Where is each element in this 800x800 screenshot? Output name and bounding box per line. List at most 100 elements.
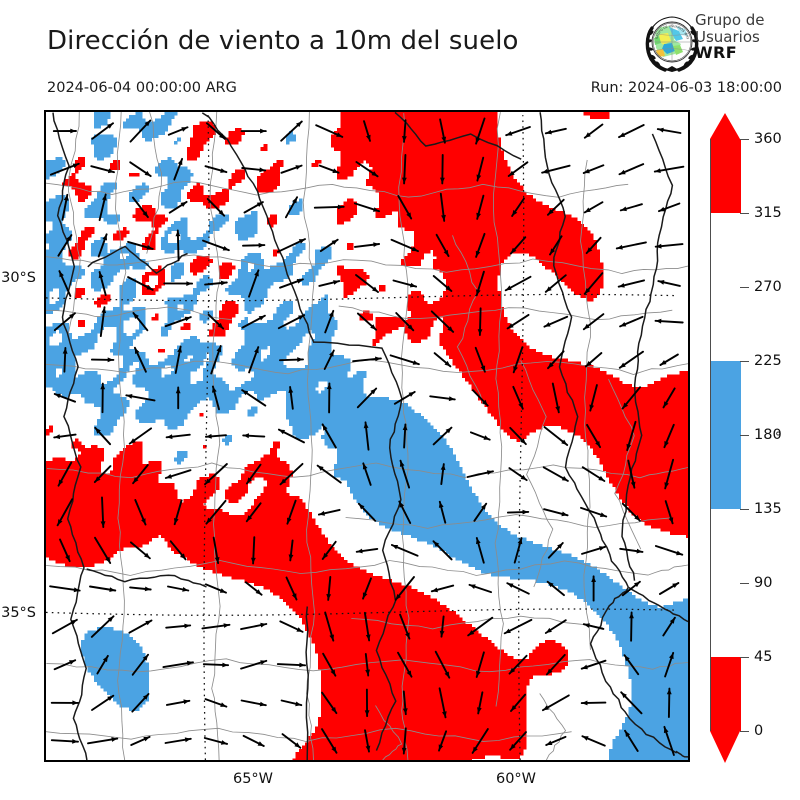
- wind-arrow: [543, 315, 569, 328]
- colorbar-tick: [740, 583, 749, 584]
- wind-arrow: [167, 585, 190, 592]
- wind-arrow: [93, 465, 112, 484]
- wind-arrow: [240, 622, 268, 631]
- wind-arrow: [549, 235, 563, 256]
- wind-arrow: [355, 161, 379, 178]
- wind-arrow: [205, 499, 227, 525]
- wind-arrow: [62, 346, 68, 373]
- lat-lon-gridlines: [46, 115, 676, 760]
- wind-arrow: [477, 691, 484, 715]
- wind-arrow: [321, 540, 337, 560]
- wind-arrow: [58, 270, 72, 297]
- wind-arrow: [583, 201, 604, 214]
- wind-arrow: [96, 654, 109, 675]
- wind-arrow: [618, 163, 645, 176]
- wind-arrow: [584, 352, 603, 368]
- colorbar-tick: [740, 139, 749, 140]
- colorbar-extend-max-arrow: [710, 113, 740, 139]
- wind-arrow: [131, 196, 149, 219]
- wind-arrow: [664, 458, 675, 490]
- wind-arrow: [127, 240, 154, 250]
- wind-arrow: [547, 350, 565, 370]
- wind-arrow: [654, 243, 684, 249]
- wind-arrow: [240, 699, 267, 707]
- wind-arrow: [277, 314, 306, 330]
- logo-line-3: WRF: [695, 43, 738, 62]
- wind-arrow: [432, 426, 453, 446]
- wind-arrow: [653, 165, 685, 173]
- wind-arrow: [326, 382, 332, 414]
- wind-arrow: [244, 581, 263, 596]
- wind-arrow: [207, 313, 225, 330]
- wind-arrow: [663, 423, 675, 449]
- wind-arrow: [511, 197, 525, 217]
- wind-arrow: [318, 280, 341, 287]
- wind-arrow: [438, 730, 448, 752]
- wind-arrow: [399, 613, 411, 640]
- wind-arrow: [663, 725, 675, 756]
- wind-arrow: [432, 275, 453, 292]
- wind-arrow: [662, 387, 676, 409]
- direction-filled-contours: [46, 112, 688, 760]
- wind-arrow: [202, 662, 230, 668]
- wind-arrow: [582, 313, 605, 331]
- wind-arrow: [583, 272, 604, 295]
- colorbar-tick-label: 270: [754, 279, 782, 295]
- wind-arrow: [98, 271, 107, 296]
- wind-arrow: [204, 463, 228, 486]
- wind-arrow: [543, 508, 569, 517]
- wind-arrow: [435, 233, 450, 257]
- colorbar-tick: [740, 287, 749, 288]
- wind-arrow: [128, 619, 153, 634]
- wind-arrow: [467, 616, 494, 637]
- wind-arrow: [390, 238, 419, 253]
- wind-arrow: [61, 193, 69, 221]
- wind-arrow: [476, 194, 485, 220]
- wind-arrow: [627, 459, 636, 489]
- wind-arrow: [363, 611, 371, 642]
- valid-time-label: 2024-06-04 00:00:00 ARG: [47, 80, 237, 96]
- colorbar-body: [710, 139, 741, 731]
- wind-arrow: [506, 313, 530, 330]
- wind-arrow: [432, 540, 453, 561]
- wind-arrow: [279, 462, 304, 486]
- wind-arrow: [506, 509, 530, 515]
- wind-arrow: [629, 611, 634, 642]
- wind-arrow: [168, 200, 188, 214]
- wind-arrow: [242, 433, 266, 439]
- colorbar[interactable]: 0 45 90 135 180 225 270 315 360: [710, 113, 782, 763]
- map-x-tick-label: 65°W: [232, 771, 274, 787]
- wind-arrow: [162, 660, 194, 669]
- wind-arrow: [543, 426, 569, 446]
- wind-arrow: [466, 470, 494, 478]
- wind-arrow: [91, 694, 115, 711]
- wind-arrow: [508, 654, 528, 675]
- wind-arrow: [204, 280, 228, 286]
- wind-arrow: [99, 306, 107, 338]
- colorbar-segment: [711, 509, 741, 657]
- wind-arrow: [508, 467, 528, 482]
- wind-arrow: [589, 384, 598, 412]
- wind-arrow: [544, 127, 567, 135]
- wind-arrow: [164, 469, 192, 479]
- colorbar-tick-label: 225: [754, 353, 782, 369]
- wind-arrow: [321, 423, 337, 449]
- wind-arrow: [393, 390, 416, 405]
- colorbar-tick-label: 180: [754, 427, 782, 443]
- map-plot-area[interactable]: [44, 110, 690, 762]
- wind-arrow: [280, 699, 303, 707]
- wind-arrow: [313, 204, 345, 210]
- wind-arrow: [619, 315, 644, 328]
- colorbar-tick-label: 135: [754, 501, 782, 517]
- wind-arrow: [280, 164, 303, 174]
- wind-arrow: [324, 611, 335, 642]
- wind-arrow: [626, 420, 637, 452]
- wind-arrow: [362, 462, 372, 486]
- wind-arrow: [580, 506, 608, 518]
- wind-arrow: [513, 537, 523, 564]
- wind-arrow: [276, 238, 306, 253]
- wind-arrow: [581, 545, 607, 555]
- wind-arrow: [97, 233, 108, 258]
- wind-arrow: [355, 274, 379, 293]
- wind-arrow: [476, 156, 485, 182]
